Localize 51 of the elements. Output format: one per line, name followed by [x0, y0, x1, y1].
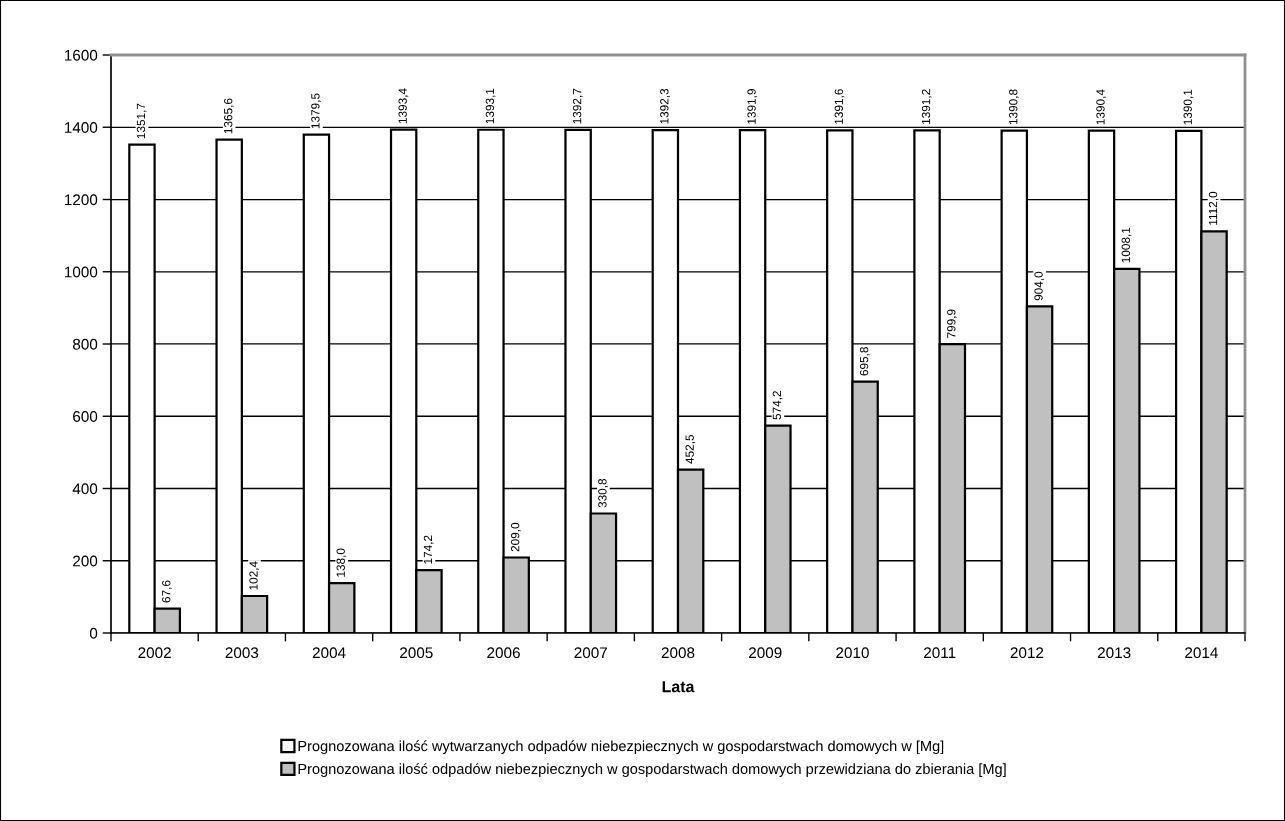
data-label: 1365,6 — [224, 98, 234, 134]
x-tick-label: 2013 — [1097, 647, 1131, 659]
x-tick-label: 2010 — [836, 647, 869, 659]
data-label: 174,2 — [423, 535, 434, 564]
data-label: 1393,4 — [398, 88, 409, 124]
x-tick-label: 2007 — [574, 647, 607, 659]
x-axis-title: Lata — [662, 681, 695, 693]
data-label: 1008,1 — [1121, 227, 1132, 263]
data-label: 1391,2 — [921, 89, 932, 124]
data-label: 904,0 — [1034, 271, 1045, 301]
data-label: 574,2 — [772, 391, 783, 420]
data-label: 1390,8 — [1009, 89, 1019, 125]
y-tick-label: 800 — [72, 338, 98, 350]
y-tick-label: 400 — [72, 483, 98, 495]
data-label: 1393,1 — [485, 88, 496, 124]
y-tick-label: 1000 — [64, 266, 98, 278]
y-tick-label: 1600 — [64, 49, 98, 61]
x-tick-label: 2006 — [487, 647, 520, 659]
legend-label: Prognozowana ilość odpadów niebezpiecznych w gospodarstwach domowych przewidziana do zbierania [Mg] — [298, 763, 1006, 777]
data-label: 1392,3 — [660, 88, 670, 124]
data-label: 1392,7 — [572, 88, 583, 124]
data-label: 1112,0 — [1208, 191, 1219, 225]
y-tick-label: 0 — [89, 627, 98, 639]
x-tick-label: 2002 — [138, 647, 171, 659]
data-label: 452,5 — [685, 434, 696, 464]
data-label: 799,9 — [947, 309, 957, 338]
x-tick-label: 2004 — [312, 647, 346, 659]
data-label: 1391,9 — [747, 89, 758, 124]
data-label: 695,8 — [859, 347, 870, 376]
x-tick-label: 2005 — [400, 647, 433, 659]
data-label: 209,0 — [511, 522, 521, 552]
data-label: 102,4 — [249, 561, 260, 590]
data-label: 1390,1 — [1183, 89, 1194, 125]
y-tick-label: 600 — [73, 411, 98, 422]
data-label: 67,6 — [162, 580, 172, 603]
data-label: 1390,4 — [1096, 89, 1107, 125]
x-tick-label: 2014 — [1185, 647, 1218, 659]
legend-label: Prognozowana ilość wytwarzanych odpadów niebezpiecznych w gospodarstwach domowych w [Mg] — [298, 740, 944, 755]
data-label: 1391,6 — [834, 89, 845, 124]
data-label: 1351,7 — [136, 103, 147, 139]
x-tick-label: 2003 — [225, 647, 259, 659]
y-tick-label: 1400 — [64, 122, 98, 133]
y-tick-label: 200 — [73, 555, 98, 567]
y-tick-label: 1200 — [64, 194, 98, 206]
x-tick-label: 2012 — [1010, 647, 1044, 659]
x-tick-label: 2008 — [661, 647, 695, 659]
x-tick-label: 2011 — [924, 647, 956, 659]
data-label: 330,8 — [598, 478, 608, 508]
data-label: 1379,5 — [311, 93, 321, 129]
data-label: 138,0 — [336, 548, 347, 577]
x-tick-label: 2009 — [749, 647, 782, 659]
